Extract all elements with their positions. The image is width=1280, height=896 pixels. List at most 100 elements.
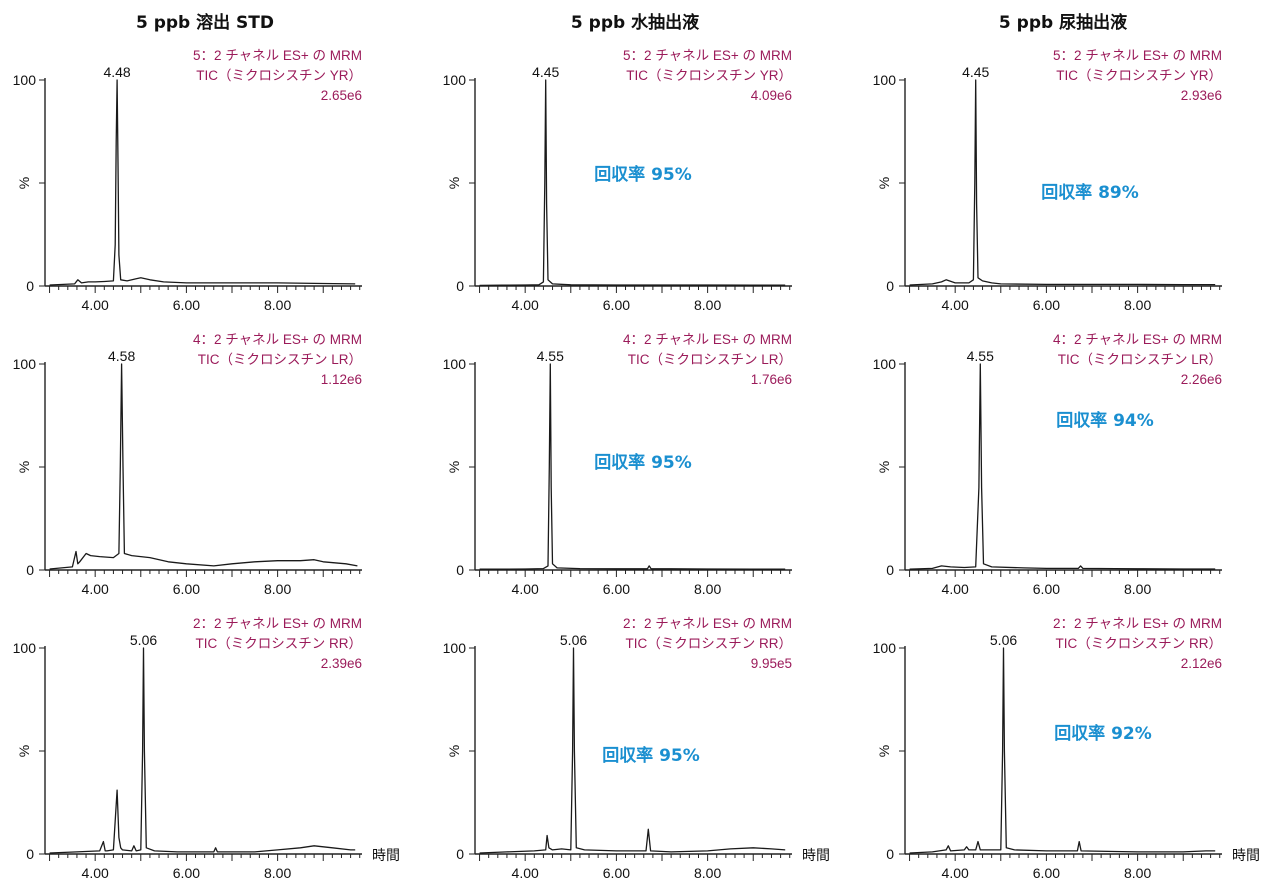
x-tick-label: 6.00 — [1033, 297, 1060, 313]
recovery-rate-label: 回収率 92% — [1054, 723, 1152, 744]
peak-rt-label: 4.45 — [962, 64, 989, 80]
channel-info-line-1: TIC（ミクロシスチン YR） — [1056, 68, 1222, 83]
chromatogram-panel-r1-c0: 0% 100 4.00 6.00 8.00 4.58 4：2 チャネル ES+ の MRM T… — [13, 332, 362, 597]
x-tick-label: 4.00 — [82, 297, 109, 313]
channel-info-line-1: TIC（ミクロシスチン LR） — [628, 352, 792, 367]
recovery-rate-label: 回収率 94% — [1056, 410, 1154, 431]
y-tick-label-0: 0 — [456, 278, 464, 294]
y-tick-label-0: 0 — [26, 562, 34, 578]
x-tick-label: 8.00 — [1124, 297, 1151, 313]
x-tick-label: 8.00 — [694, 865, 721, 881]
y-axis-percent-label: % — [446, 177, 462, 189]
chromatogram-panel-r0-c1: 0% 100 4.00 6.00 8.00 4.45 5：2 チャネル ES+ の MRM T… — [443, 48, 792, 313]
x-tick-label: 4.00 — [82, 581, 109, 597]
y-axis-percent-label: % — [16, 461, 32, 473]
chromatogram-trace — [49, 79, 356, 286]
recovery-rate-label: 回収率 95% — [602, 745, 700, 766]
chromatogram-trace — [479, 79, 786, 287]
channel-info-line-1: TIC（ミクロシスチン YR） — [626, 68, 792, 83]
chromatogram-panel-r1-c1: 0% 100 4.00 6.00 8.00 4.55 4：2 チャネル ES+ の MRM T… — [443, 332, 792, 597]
y-tick-label-100: 100 — [443, 72, 467, 88]
x-tick-label: 6.00 — [603, 865, 630, 881]
channel-info-line-2: 9.95e5 — [751, 656, 792, 671]
y-tick-label-100: 100 — [873, 640, 897, 656]
y-axis-percent-label: % — [446, 745, 462, 757]
chromatogram-panel-r2-c0: 0% 100 4.00 6.00 8.00 時間 5.06 2：2 チャネル ES+ の MR… — [13, 616, 400, 881]
peak-rt-label: 4.55 — [967, 348, 994, 364]
x-tick-label: 6.00 — [173, 297, 200, 313]
chromatogram-trace — [49, 363, 358, 570]
channel-info-line-2: 2.12e6 — [1181, 656, 1222, 671]
y-tick-label-100: 100 — [443, 356, 467, 372]
peak-rt-label: 4.55 — [537, 348, 564, 364]
x-axis-time-label: 時間 — [372, 847, 400, 863]
y-tick-label-100: 100 — [443, 640, 467, 656]
channel-info-line-0: 4：2 チャネル ES+ の MRM — [193, 332, 362, 347]
recovery-rate-label: 回収率 89% — [1041, 182, 1139, 203]
chromatogram-trace — [909, 647, 1216, 854]
y-tick-label-100: 100 — [13, 640, 37, 656]
x-axis-time-label: 時間 — [1232, 847, 1260, 863]
channel-info-line-0: 4：2 チャネル ES+ の MRM — [1053, 332, 1222, 347]
chromatogram-trace — [49, 647, 356, 854]
y-tick-label-0: 0 — [456, 846, 464, 862]
chromatogram-panel-r0-c0: 0% 100 4.00 6.00 8.00 4.48 5：2 チャネル ES+ の MRM T… — [13, 48, 362, 313]
y-tick-label-0: 0 — [886, 562, 894, 578]
peak-rt-label: 4.48 — [103, 64, 130, 80]
channel-info-line-2: 2.65e6 — [321, 88, 362, 103]
y-axis-percent-label: % — [876, 177, 892, 189]
y-tick-label-0: 0 — [26, 846, 34, 862]
channel-info-line-0: 5：2 チャネル ES+ の MRM — [193, 48, 362, 63]
chromatogram-panel-r2-c2: 0% 100 4.00 6.00 8.00 時間 5.06 2：2 チャネル ES+ の MR… — [873, 616, 1260, 881]
y-axis-percent-label: % — [16, 745, 32, 757]
channel-info-line-1: TIC（ミクロシスチン RR） — [1056, 636, 1223, 651]
chromatogram-trace — [909, 363, 1216, 570]
x-tick-label: 8.00 — [694, 581, 721, 597]
channel-info-line-0: 4：2 チャネル ES+ の MRM — [623, 332, 792, 347]
channel-info-line-2: 1.76e6 — [751, 372, 792, 387]
y-tick-label-100: 100 — [873, 72, 897, 88]
chromatogram-trace — [479, 647, 786, 854]
x-tick-label: 8.00 — [264, 297, 291, 313]
y-tick-label-0: 0 — [26, 278, 34, 294]
chromatogram-panel-r0-c2: 0% 100 4.00 6.00 8.00 4.45 5：2 チャネル ES+ の MRM T… — [873, 48, 1222, 313]
channel-info-line-0: 5：2 チャネル ES+ の MRM — [623, 48, 792, 63]
x-tick-label: 4.00 — [512, 581, 539, 597]
y-axis-percent-label: % — [876, 745, 892, 757]
channel-info-line-2: 1.12e6 — [321, 372, 362, 387]
peak-rt-label: 5.06 — [130, 632, 157, 648]
y-tick-label-0: 0 — [886, 846, 894, 862]
x-tick-label: 6.00 — [173, 865, 200, 881]
x-tick-label: 6.00 — [1033, 865, 1060, 881]
channel-info-line-2: 2.26e6 — [1181, 372, 1222, 387]
x-axis-time-label: 時間 — [802, 847, 830, 863]
y-tick-label-100: 100 — [13, 356, 37, 372]
chromatogram-trace — [479, 363, 786, 570]
x-tick-label: 6.00 — [603, 297, 630, 313]
x-tick-label: 6.00 — [173, 581, 200, 597]
x-tick-label: 4.00 — [512, 297, 539, 313]
channel-info-line-1: TIC（ミクロシスチン RR） — [626, 636, 793, 651]
chromatogram-panel-r1-c2: 0% 100 4.00 6.00 8.00 4.55 4：2 チャネル ES+ の MRM T… — [873, 332, 1222, 597]
x-tick-label: 6.00 — [603, 581, 630, 597]
recovery-rate-label: 回収率 95% — [594, 164, 692, 185]
peak-rt-label: 5.06 — [990, 632, 1017, 648]
y-axis-percent-label: % — [876, 461, 892, 473]
channel-info-line-1: TIC（ミクロシスチン LR） — [198, 352, 362, 367]
channel-info-line-0: 2：2 チャネル ES+ の MRM — [623, 616, 792, 631]
channel-info-line-2: 2.39e6 — [321, 656, 362, 671]
channel-info-line-1: TIC（ミクロシスチン LR） — [1058, 352, 1222, 367]
recovery-rate-label: 回収率 95% — [594, 452, 692, 473]
channel-info-line-0: 5：2 チャネル ES+ の MRM — [1053, 48, 1222, 63]
x-tick-label: 8.00 — [264, 581, 291, 597]
x-tick-label: 8.00 — [1124, 581, 1151, 597]
column-title-std: 5 ppb 溶出 STD — [135, 13, 275, 33]
x-tick-label: 4.00 — [942, 581, 969, 597]
chromatogram-panel-r2-c1: 0% 100 4.00 6.00 8.00 時間 5.06 2：2 チャネル ES+ の MR… — [443, 616, 830, 881]
chromatogram-trace — [909, 79, 1216, 286]
y-tick-label-0: 0 — [456, 562, 464, 578]
x-tick-label: 4.00 — [82, 865, 109, 881]
column-title-urine: 5 ppb 尿抽出液 — [998, 13, 1128, 33]
x-tick-label: 4.00 — [512, 865, 539, 881]
